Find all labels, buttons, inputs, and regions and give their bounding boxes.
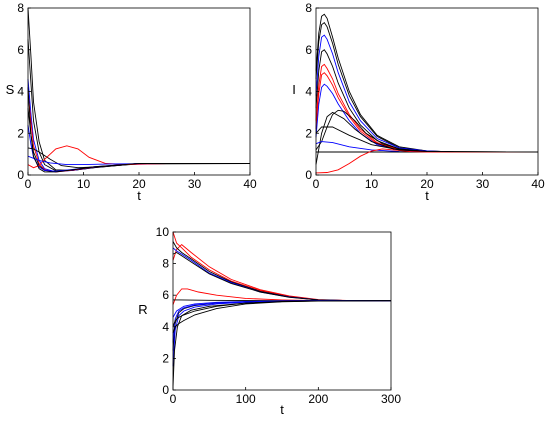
s-y-tick-label: 8	[17, 1, 24, 15]
i-curves	[315, 13, 539, 174]
r-y-tick-label: 8	[162, 257, 169, 271]
r-x-tick-label: 100	[236, 392, 256, 406]
r-x-tick-label: 0	[170, 392, 177, 406]
i-y-tick-label: 4	[305, 85, 312, 99]
i-series-3-line	[315, 34, 538, 153]
r-series-4-line	[172, 247, 391, 302]
s-series-1-line	[27, 7, 250, 171]
s-y-axis-label: S	[6, 82, 15, 97]
i-x-tick-label: 0	[313, 177, 320, 191]
s-series-4-line	[27, 91, 250, 173]
r-ticks: 0 100 200 300 0 2 4 6 8 10	[156, 225, 402, 406]
s-curves	[27, 7, 251, 173]
i-series-1-line	[315, 13, 538, 153]
s-x-axis-label: t	[137, 188, 141, 203]
i-y-axis-label: I	[292, 82, 296, 97]
r-series-1-line	[172, 231, 391, 302]
i-series-10-line	[315, 141, 538, 153]
s-y-tick-label: 0	[17, 168, 24, 182]
panel-r: 0 100 200 300 0 2 4 6 8 10 t R	[138, 225, 401, 417]
r-series-6-line	[172, 288, 392, 305]
s-y-tick-label: 6	[17, 43, 24, 57]
i-series-6-line	[315, 72, 538, 153]
r-y-tick-label: 10	[156, 225, 170, 239]
i-series-2-line	[315, 21, 538, 153]
r-series-14-line	[172, 300, 392, 327]
s-series-5-line	[27, 108, 250, 173]
s-series-2-line	[27, 39, 250, 172]
i-x-tick-label: 40	[531, 177, 545, 191]
i-x-tick-label: 20	[420, 177, 434, 191]
r-plot-frame	[172, 231, 392, 391]
r-x-tick-label: 200	[308, 392, 328, 406]
panel-s: 0 10 20 30 40 0 2 4 6 8 t S	[6, 1, 257, 203]
r-y-axis-label: R	[138, 302, 147, 317]
r-curves	[172, 231, 392, 387]
i-x-tick-label: 10	[365, 177, 379, 191]
i-series-13-line	[315, 126, 539, 153]
s-y-tick-label: 4	[17, 85, 24, 99]
i-y-tick-label: 0	[305, 168, 312, 182]
i-y-tick-label: 8	[305, 1, 312, 15]
s-series-10-line	[27, 87, 250, 173]
r-y-tick-label: 2	[162, 351, 169, 365]
s-y-tick-label: 2	[17, 126, 24, 140]
s-series-3-line	[27, 78, 250, 173]
r-series-5-line	[172, 251, 391, 302]
r-series-10-line	[172, 300, 391, 367]
r-series-11-line	[172, 300, 392, 387]
i-y-tick-label: 6	[305, 43, 312, 57]
i-y-tick-label: 2	[305, 126, 312, 140]
r-x-axis-label: t	[280, 402, 284, 417]
s-x-tick-label: 30	[188, 177, 202, 191]
s-x-tick-label: 10	[77, 177, 91, 191]
s-x-tick-label: 0	[25, 177, 32, 191]
i-ticks: 0 10 20 30 40 0 2 4 6 8	[305, 1, 545, 191]
s-plot-frame	[27, 7, 251, 176]
s-x-tick-label: 20	[132, 177, 146, 191]
r-y-tick-label: 4	[162, 320, 169, 334]
i-x-tick-label: 30	[476, 177, 490, 191]
r-x-tick-label: 300	[381, 392, 401, 406]
r-series-9-line	[172, 300, 391, 351]
i-series-12-line	[315, 148, 538, 174]
panel-i: 0 10 20 30 40 0 2 4 6 8 t I	[292, 1, 545, 203]
i-x-axis-label: t	[425, 188, 429, 203]
r-y-tick-label: 6	[162, 288, 169, 302]
s-x-tick-label: 40	[243, 177, 257, 191]
r-series-2-line	[172, 243, 391, 302]
s-ticks: 0 10 20 30 40 0 2 4 6 8	[17, 1, 257, 191]
r-y-tick-label: 0	[162, 383, 169, 397]
